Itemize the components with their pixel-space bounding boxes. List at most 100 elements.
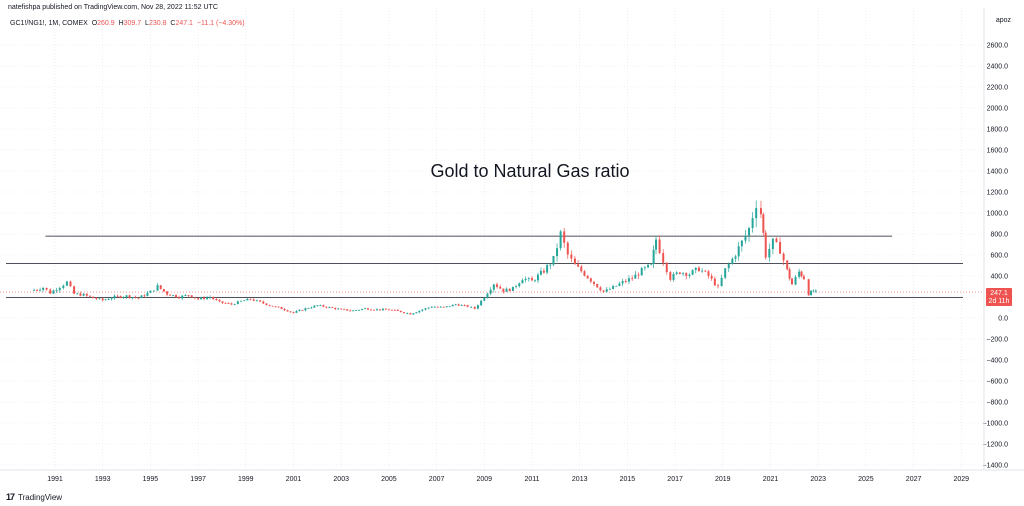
low-label: L [145,20,149,27]
candle-body [602,290,605,292]
candle-body [113,295,116,299]
y-tick-label: −1000.0 [983,421,1009,428]
x-tick-label: 2001 [286,476,302,483]
candle-body [605,289,608,292]
candle-body [640,268,643,276]
symbol-label[interactable]: GC1!/NG1!, 1M, COMEX [10,20,88,27]
candle-body [612,286,615,289]
axis-unit-label: apoz [996,17,1012,24]
candle-body [415,312,418,314]
candle-body [101,298,104,301]
candle-body [615,285,618,287]
candle-body [445,306,448,308]
x-tick-label: 2009 [477,476,493,483]
candle-body [559,231,562,249]
candle-body [556,248,559,257]
candle-body [65,281,68,286]
candle-body [227,303,230,305]
candle-body [549,264,552,266]
candle-body [352,310,355,312]
tradingview-logo[interactable]: 17 TradingView [6,492,62,502]
candle-body [470,306,473,308]
candle-body [268,305,271,306]
candle-body [69,281,72,287]
candle-body [511,286,514,291]
candle-body [704,270,707,272]
x-tick-label: 2025 [858,476,874,483]
candle-body [39,289,42,291]
y-tick-label: 1000.0 [987,211,1009,218]
y-tick-label: 1200.0 [987,190,1009,197]
x-tick-label: 2029 [954,476,970,483]
x-tick-label: 2011 [524,476,539,483]
candle-body [473,306,476,309]
candle-body [466,305,469,307]
candle-body [322,305,325,307]
price-badge: 247.1 2d 11h [986,288,1012,306]
candle-body [627,278,630,282]
candle-body [457,304,460,306]
candle-body [691,270,694,275]
candle-body [110,298,113,300]
candle-body [409,313,412,315]
candle-body [337,308,340,310]
candle-body [221,301,224,303]
open-label: O [91,20,98,27]
candle-body [531,278,533,281]
candle-body [678,272,681,274]
y-tick-label: −400.0 [986,358,1008,365]
candle-body [316,305,319,307]
candle-body [98,298,101,300]
candle-body [393,309,396,311]
low-value: 230.8 [148,20,167,27]
x-tick-label: 1991 [47,476,63,483]
candle-body [675,272,678,274]
candle-body [328,307,331,308]
horizontal-lines [0,235,984,298]
x-tick-label: 1993 [95,476,111,483]
candle-body [187,295,190,296]
candle-body [240,300,243,302]
candle-body [143,295,146,297]
candle-body [340,308,343,310]
candle-body [313,305,316,308]
candle-body [346,309,349,311]
candle-body [751,218,754,229]
y-tick-label: 1800.0 [987,127,1009,134]
candle-body [454,304,457,306]
candle-body [367,308,370,310]
candle-body [45,287,48,290]
candle-body [159,285,162,289]
candle-body [134,297,137,298]
candle-body [596,284,599,288]
candle-body [262,301,265,304]
x-tick-label: 2015 [620,476,636,483]
candle-body [586,275,589,279]
candle-body [104,299,107,301]
candle-body [624,281,627,282]
candle-body [807,279,810,296]
candle-body [197,298,200,300]
candle-body [771,238,774,249]
candle-body [724,268,727,278]
candle-body [658,239,661,254]
candle-body [119,296,122,298]
candle-body [52,290,55,294]
candle-body [218,299,221,302]
candle-body [193,297,196,299]
y-tick-label: −800.0 [986,400,1008,407]
candle-body [570,254,573,259]
candle-body [734,256,737,259]
candle-body [387,309,390,311]
x-tick-label: 2027 [906,476,922,483]
candle-body [243,300,246,302]
candle-body [798,271,801,277]
chart-title: Gold to Natural Gas ratio [430,161,629,181]
candle-body [349,310,352,312]
candle-body [669,272,672,280]
x-tick-label: 2019 [715,476,731,483]
candle-body [508,288,511,291]
candle-body [647,264,650,268]
candle-body [82,293,85,296]
